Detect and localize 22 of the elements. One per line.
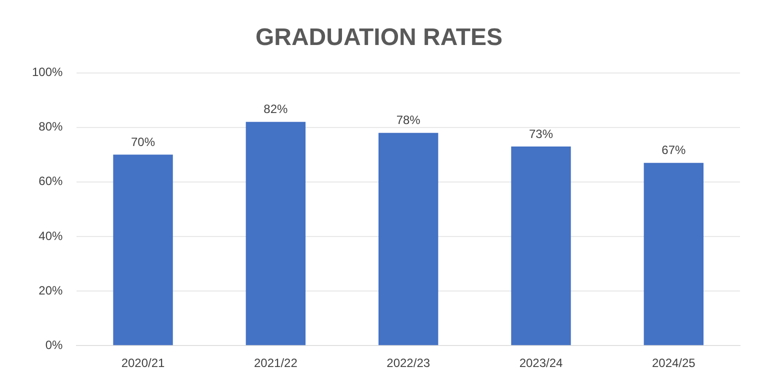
x-tick-label: 2024/25 [652,356,696,370]
y-tick-label: 0% [45,338,64,352]
y-tick-label: 40% [38,228,64,243]
bar [378,132,438,346]
data-label: 70% [131,134,156,149]
bar [113,154,173,346]
chart-title: GRADUATION RATES [255,24,503,52]
y-tick-label: 80% [38,120,64,134]
bar [511,146,571,346]
y-tick-label: 100% [32,65,64,80]
x-tick-label: 2022/23 [386,356,430,370]
x-tick-label: 2023/24 [519,356,564,370]
y-tick-label: 60% [38,174,64,188]
x-tick-label: 2021/22 [254,356,298,370]
x-tick-label: 2020/21 [121,356,166,370]
bar [644,162,704,346]
data-label: 78% [396,113,421,128]
bar [246,122,306,346]
y-tick-label: 20% [38,283,64,298]
data-label: 82% [264,102,288,116]
data-label: 73% [528,126,554,141]
data-label: 67% [662,143,686,158]
